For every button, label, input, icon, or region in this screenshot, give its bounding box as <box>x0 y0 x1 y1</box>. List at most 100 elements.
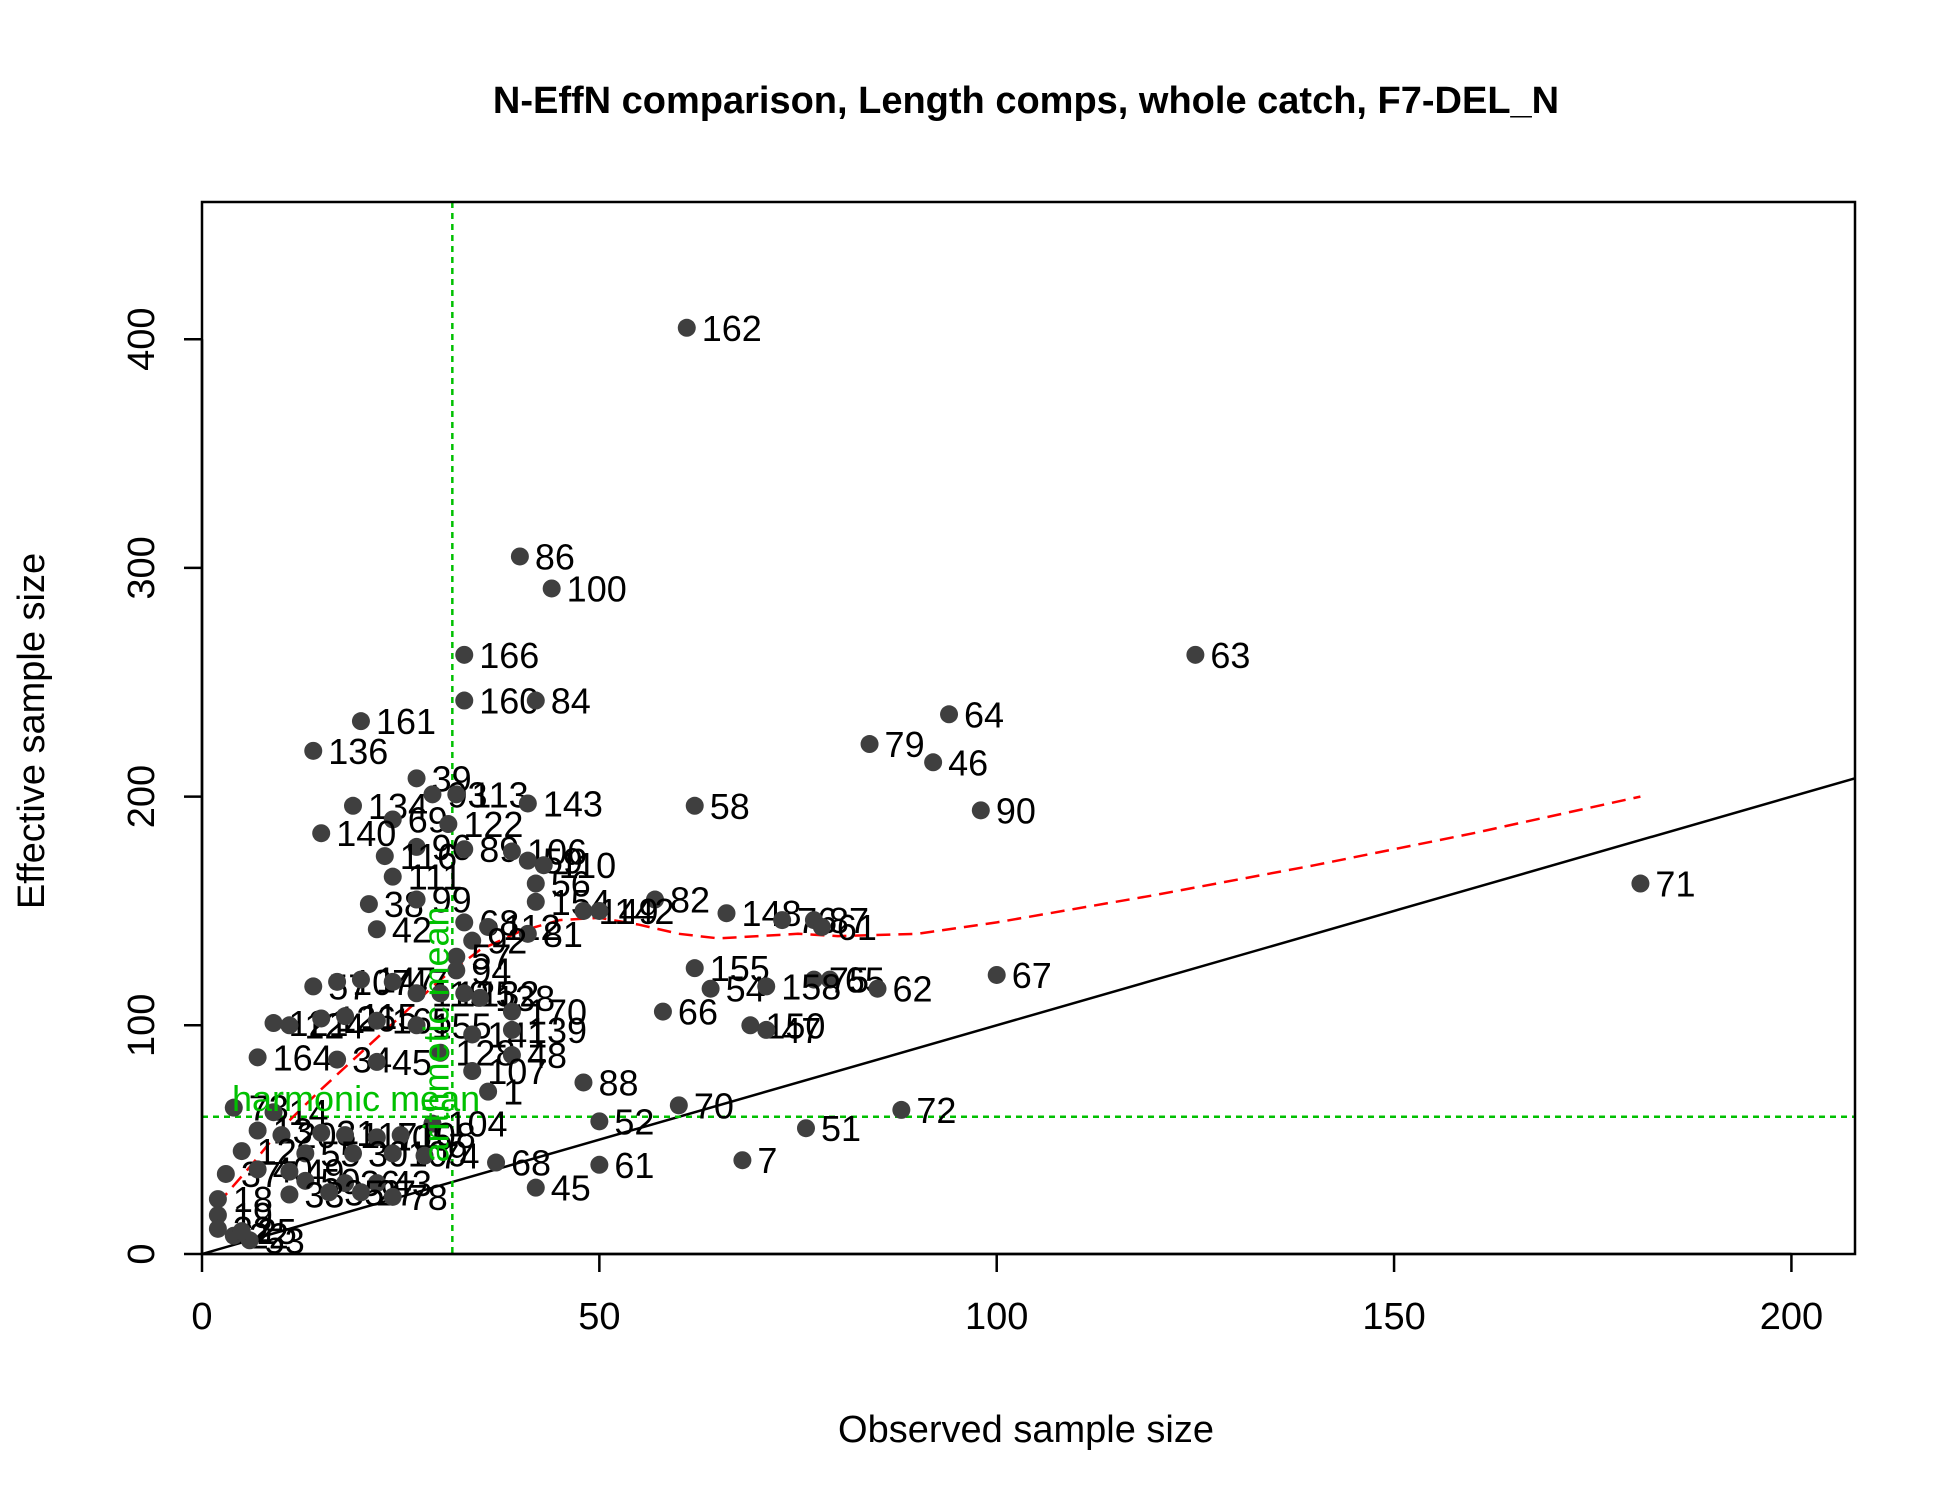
data-point <box>971 801 990 820</box>
data-point <box>351 1183 370 1202</box>
data-point <box>455 913 474 932</box>
smoother-line <box>216 795 1641 1205</box>
data-point <box>447 961 466 980</box>
data-point <box>407 769 426 788</box>
data-point <box>892 1100 911 1119</box>
x-axis-label: Observed sample size <box>838 1409 1214 1451</box>
point-label: 124 <box>304 1005 364 1046</box>
point-label: 100 <box>567 568 627 609</box>
point-label: 142 <box>614 891 674 932</box>
point-label: 166 <box>479 635 539 676</box>
point-label: 164 <box>273 1037 333 1078</box>
point-label: 84 <box>551 681 591 722</box>
data-point <box>455 984 474 1003</box>
point-label: 116 <box>400 836 457 877</box>
data-point <box>820 970 839 989</box>
point-label: 66 <box>678 992 718 1033</box>
x-tick-label: 150 <box>1362 1296 1425 1338</box>
data-point <box>526 1178 545 1197</box>
data-point <box>296 1171 315 1190</box>
data-point <box>383 810 402 829</box>
point-label: 155 <box>432 1005 492 1046</box>
point-label: 136 <box>328 731 388 772</box>
point-label: 47 <box>781 1010 821 1051</box>
y-tick-label: 400 <box>121 308 163 371</box>
point-label: 81 <box>543 914 583 955</box>
data-point <box>383 1187 402 1206</box>
point-label: 25 <box>257 1211 297 1252</box>
data-point <box>216 1164 235 1183</box>
data-point <box>796 1119 815 1138</box>
data-point <box>312 1123 331 1142</box>
data-point <box>351 712 370 731</box>
data-point <box>328 1050 347 1069</box>
data-point <box>590 1155 609 1174</box>
point-label: 139 <box>527 1010 587 1051</box>
data-point <box>280 1185 299 1204</box>
data-point <box>304 977 323 996</box>
data-point <box>208 1206 227 1225</box>
data-point <box>304 741 323 760</box>
data-point <box>733 1151 752 1170</box>
data-point <box>463 931 482 950</box>
data-point <box>741 1016 760 1035</box>
point-label: 150 <box>765 1005 825 1046</box>
data-point <box>677 318 696 337</box>
data-point <box>685 796 704 815</box>
point-label: 122 <box>463 804 523 845</box>
data-point <box>407 984 426 1003</box>
data-point <box>296 1144 315 1163</box>
data-point <box>423 1114 442 1133</box>
point-label: 51 <box>821 1108 861 1149</box>
data-point <box>574 901 593 920</box>
plot-inner <box>202 202 1855 1254</box>
data-point <box>518 924 537 943</box>
point-label: 162 <box>702 308 762 349</box>
data-point <box>280 1162 299 1181</box>
data-point <box>367 1052 386 1071</box>
point-label: 143 <box>543 783 603 824</box>
data-point <box>804 970 823 989</box>
data-point <box>526 874 545 893</box>
point-label: 113 <box>471 774 528 815</box>
data-point <box>375 847 394 866</box>
data-point <box>351 970 370 989</box>
data-point <box>645 890 664 909</box>
data-point <box>343 1144 362 1163</box>
chart-title: N-EffN comparison, Length comps, whole c… <box>493 80 1559 122</box>
data-point <box>359 895 378 914</box>
point-label: 62 <box>893 969 933 1010</box>
data-point <box>924 753 943 772</box>
data-point <box>717 904 736 923</box>
data-point <box>336 1126 355 1145</box>
data-point <box>415 1146 434 1165</box>
point-label: 72 <box>916 1090 956 1131</box>
data-point <box>757 1020 776 1039</box>
data-point <box>574 1073 593 1092</box>
point-label: 61 <box>614 1145 654 1186</box>
data-point <box>487 1153 506 1172</box>
point-label: 87 <box>829 900 869 941</box>
point-label: 7 <box>757 1140 777 1181</box>
data-point <box>526 691 545 710</box>
data-point <box>526 892 545 911</box>
data-point <box>312 1009 331 1028</box>
data-point <box>479 1082 498 1101</box>
identity-line <box>202 777 1855 1254</box>
data-point <box>479 917 498 936</box>
point-label: 56 <box>551 864 591 905</box>
point-label: 90 <box>996 790 1036 831</box>
data-point <box>343 796 362 815</box>
point-label: 45 <box>551 1168 591 1209</box>
data-point <box>272 1126 291 1145</box>
data-point <box>248 1048 267 1067</box>
x-tick-label: 0 <box>191 1296 212 1338</box>
data-point <box>590 1112 609 1131</box>
point-label: 67 <box>1012 955 1052 996</box>
data-point <box>336 1174 355 1193</box>
data-point <box>773 911 792 930</box>
data-point <box>701 979 720 998</box>
data-point <box>502 1046 521 1065</box>
point-label: 78 <box>408 1177 448 1218</box>
